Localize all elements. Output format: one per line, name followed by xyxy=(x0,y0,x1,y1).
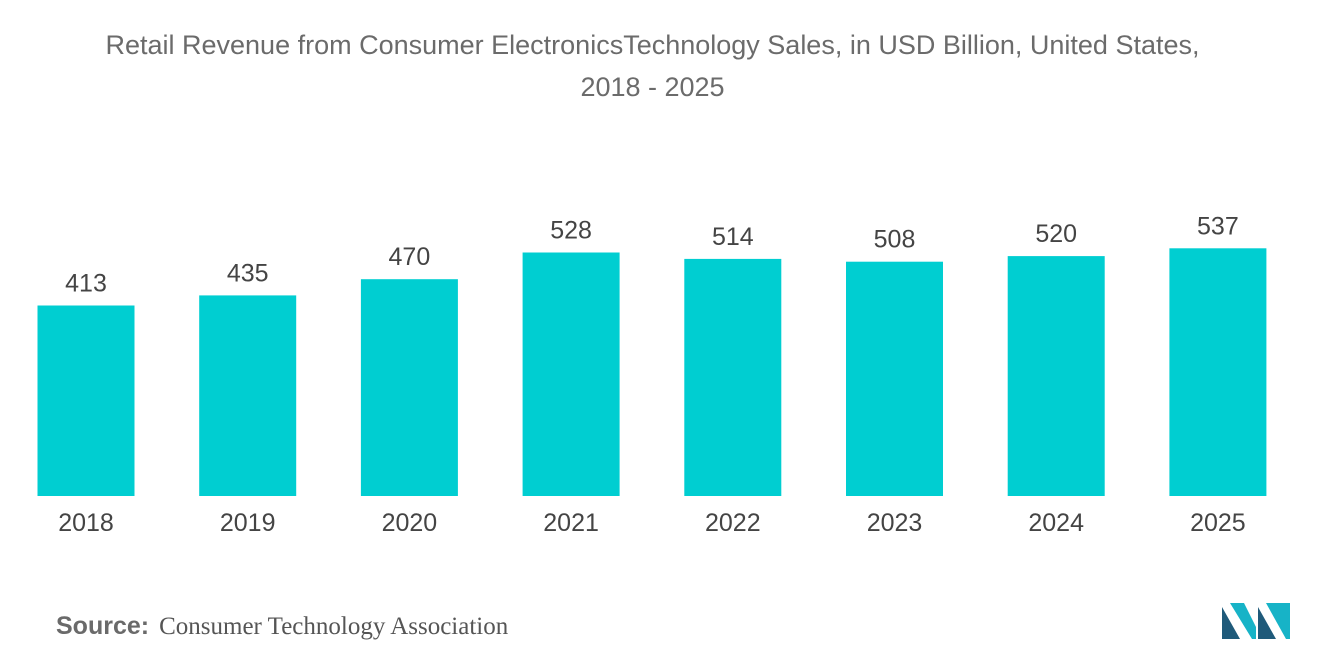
bar-2024 xyxy=(1007,256,1105,496)
value-label-2019: 435 xyxy=(227,259,269,287)
source-label: Source: xyxy=(56,612,150,640)
chart-title-line-2: 2018 - 2025 xyxy=(580,72,725,102)
bar-2019 xyxy=(199,295,297,496)
bar-2025 xyxy=(1169,248,1267,496)
value-label-2018: 413 xyxy=(65,270,107,298)
bar-2018 xyxy=(37,305,135,496)
bar-2020 xyxy=(360,279,458,496)
value-label-2022: 514 xyxy=(712,223,754,251)
value-label-2020: 470 xyxy=(389,243,431,271)
x-tick-label-2019: 2019 xyxy=(220,509,276,537)
value-label-2025: 537 xyxy=(1197,212,1239,240)
x-tick-label-2022: 2022 xyxy=(705,509,761,537)
source-text: Consumer Technology Association xyxy=(159,613,509,640)
x-tick-label-2024: 2024 xyxy=(1028,509,1084,537)
source-note: Source: Consumer Technology Association xyxy=(56,612,508,641)
x-tick-label-2020: 2020 xyxy=(382,509,438,537)
x-tick-label-2023: 2023 xyxy=(867,509,923,537)
chart-title: Retail Revenue from Consumer Electronics… xyxy=(0,24,1305,108)
x-tick-label-2025: 2025 xyxy=(1190,509,1246,537)
bar-2021 xyxy=(522,252,620,496)
bar-2023 xyxy=(846,261,943,496)
x-tick-label-2021: 2021 xyxy=(543,509,599,537)
chart-title-line-1: Retail Revenue from Consumer Electronics… xyxy=(105,30,1200,60)
value-label-2023: 508 xyxy=(874,226,916,254)
x-tick-label-2018: 2018 xyxy=(58,509,114,537)
bar-2022 xyxy=(684,258,782,496)
bar-chart: 413 2018 435 2019 470 2020 528 2021 514 2022 508 20… xyxy=(37,212,1267,537)
mordor-intelligence-logo-icon xyxy=(1222,603,1290,639)
value-label-2021: 528 xyxy=(550,217,592,245)
value-label-2024: 520 xyxy=(1035,220,1077,248)
